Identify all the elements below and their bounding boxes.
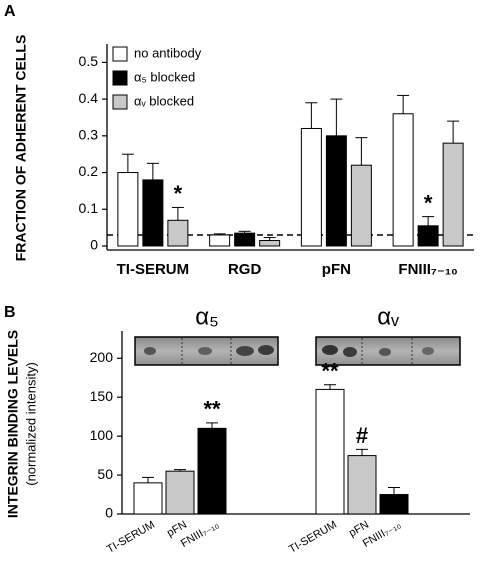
panel-label: A [4,3,16,20]
legend-swatch [112,46,128,62]
annotation: * [424,190,433,215]
legend-label: α₅ blocked [134,69,195,84]
legend-swatch [112,70,128,86]
x-tick-label: pFN [322,261,351,278]
bar [167,219,189,247]
x-tick-label: TI-SERUM [287,519,339,556]
y-tick-label: 0 [105,505,113,521]
bar [379,494,409,515]
group-label: αᵥ [377,303,399,330]
y-tick-label: 200 [90,349,114,365]
bar [442,142,464,247]
bar [133,482,163,515]
bar [350,164,372,247]
y-tick-label: 0 [90,237,98,253]
group-label: α₅ [195,303,219,330]
x-tick-label: RGD [228,261,262,278]
bar [165,470,195,515]
bar [417,225,439,247]
x-tick-label: TI-SERUM [117,261,190,278]
x-tick-label: FNIII₇₋₁₀ [398,261,457,278]
y-tick-label: 0.5 [79,53,99,69]
bar [325,135,347,247]
bar [197,427,227,515]
bar [142,179,164,247]
annotation: # [356,423,368,448]
bar [234,232,256,247]
y-axis-label: FRACTION OF ADHERENT CELLS [13,35,29,262]
panel-label: B [4,304,16,321]
bar [300,127,322,247]
bar [315,388,345,515]
y-axis-sublabel: (normalized intensity) [23,362,38,486]
blot-alphav [315,336,461,366]
y-tick-label: 0.2 [79,163,99,179]
annotation: * [174,181,183,206]
legend-label: no antibody [134,45,202,60]
y-axis-label: INTEGRIN BINDING LEVELS [5,330,21,518]
legend-label: αᵥ blocked [134,93,194,108]
annotation: ** [321,359,339,384]
bar [209,234,231,247]
annotation: ** [203,397,221,422]
y-tick-label: 150 [90,388,114,404]
y-tick-label: 50 [97,466,113,482]
y-tick-label: 100 [90,427,114,443]
y-tick-label: 0.4 [79,90,99,106]
legend-swatch [112,94,128,110]
y-tick-label: 0.3 [79,127,99,143]
y-tick-label: 0.1 [79,200,99,216]
bar [392,113,414,247]
blot-alpha5 [134,336,279,366]
x-tick-label: TI-SERUM [105,519,157,556]
bar [259,239,281,247]
bar [117,172,139,247]
bar [347,455,377,515]
